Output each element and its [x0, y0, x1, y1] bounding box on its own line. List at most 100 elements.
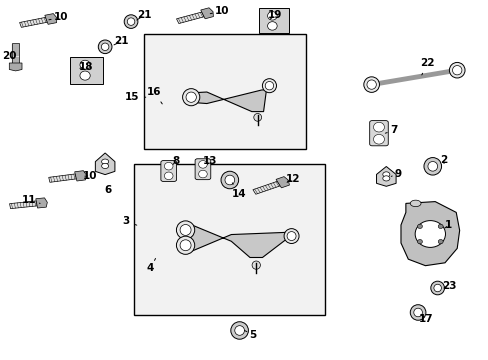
Ellipse shape [373, 134, 384, 144]
Ellipse shape [80, 60, 90, 69]
Ellipse shape [102, 163, 108, 168]
Polygon shape [9, 63, 22, 71]
Polygon shape [45, 14, 57, 24]
Text: 8: 8 [172, 156, 179, 166]
Ellipse shape [230, 322, 248, 339]
Polygon shape [12, 43, 19, 63]
Ellipse shape [409, 200, 420, 207]
Text: 17: 17 [418, 314, 433, 324]
Ellipse shape [437, 239, 442, 244]
Text: 2: 2 [440, 155, 447, 165]
Text: 11: 11 [22, 195, 40, 205]
Polygon shape [70, 57, 102, 84]
Ellipse shape [427, 162, 437, 171]
FancyBboxPatch shape [161, 161, 176, 181]
Polygon shape [191, 82, 273, 112]
Text: 14: 14 [232, 183, 246, 199]
Ellipse shape [264, 81, 273, 90]
Polygon shape [176, 12, 203, 23]
Ellipse shape [234, 326, 244, 335]
Polygon shape [259, 8, 288, 33]
Text: 3: 3 [122, 216, 137, 226]
Text: 6: 6 [104, 185, 111, 195]
Ellipse shape [284, 229, 299, 243]
Ellipse shape [366, 80, 376, 89]
Ellipse shape [176, 221, 194, 239]
Ellipse shape [252, 261, 260, 269]
Polygon shape [201, 8, 213, 19]
Bar [134, 164, 325, 315]
Text: 5: 5 [244, 330, 256, 340]
Polygon shape [252, 181, 280, 194]
Polygon shape [75, 171, 86, 181]
Ellipse shape [253, 113, 261, 121]
Text: 1: 1 [444, 220, 451, 230]
Text: 15: 15 [124, 92, 145, 102]
Ellipse shape [164, 172, 173, 180]
Ellipse shape [124, 15, 138, 28]
Ellipse shape [80, 71, 90, 80]
Ellipse shape [198, 161, 207, 168]
Ellipse shape [221, 171, 238, 189]
FancyBboxPatch shape [369, 121, 387, 146]
Ellipse shape [164, 162, 173, 170]
Polygon shape [36, 198, 47, 208]
Text: 10: 10 [210, 6, 229, 16]
Ellipse shape [98, 40, 112, 54]
Text: 22: 22 [420, 58, 434, 75]
Ellipse shape [286, 231, 295, 240]
Polygon shape [20, 17, 47, 27]
Ellipse shape [101, 43, 109, 50]
Ellipse shape [127, 18, 135, 25]
Polygon shape [276, 177, 289, 188]
Ellipse shape [382, 172, 389, 177]
Ellipse shape [382, 176, 389, 181]
Text: 16: 16 [146, 87, 162, 104]
Text: 19: 19 [267, 10, 282, 20]
Ellipse shape [433, 284, 441, 292]
Ellipse shape [182, 89, 200, 106]
Ellipse shape [413, 308, 422, 317]
Text: 7: 7 [385, 125, 397, 135]
Text: 9: 9 [390, 168, 401, 179]
Ellipse shape [430, 281, 444, 295]
Polygon shape [10, 201, 37, 209]
Bar [144, 34, 305, 149]
Text: 12: 12 [285, 174, 300, 184]
Text: 20: 20 [2, 51, 17, 61]
Ellipse shape [224, 175, 234, 185]
Ellipse shape [448, 62, 464, 78]
Ellipse shape [409, 305, 425, 320]
Ellipse shape [262, 79, 276, 93]
Text: 10: 10 [83, 171, 98, 181]
Text: 4: 4 [146, 258, 155, 273]
Ellipse shape [180, 240, 191, 251]
Ellipse shape [373, 122, 384, 132]
Text: 21: 21 [137, 10, 151, 20]
Text: 23: 23 [441, 281, 455, 291]
Text: 10: 10 [49, 12, 68, 22]
Ellipse shape [417, 239, 422, 244]
Ellipse shape [185, 92, 196, 102]
Ellipse shape [176, 236, 194, 254]
Ellipse shape [198, 170, 207, 178]
Text: 13: 13 [203, 156, 217, 166]
Ellipse shape [417, 224, 422, 229]
Ellipse shape [267, 12, 277, 20]
Ellipse shape [414, 221, 445, 247]
Ellipse shape [451, 66, 461, 75]
Text: 18: 18 [78, 62, 93, 72]
Polygon shape [376, 166, 395, 186]
Polygon shape [185, 223, 295, 257]
Ellipse shape [267, 22, 277, 30]
Ellipse shape [102, 159, 108, 164]
Polygon shape [49, 174, 76, 182]
Ellipse shape [180, 225, 191, 235]
FancyBboxPatch shape [195, 159, 210, 180]
Polygon shape [95, 153, 115, 175]
Ellipse shape [437, 224, 442, 229]
Polygon shape [400, 202, 459, 266]
Ellipse shape [363, 77, 379, 93]
Text: 21: 21 [114, 36, 128, 46]
Ellipse shape [423, 158, 441, 175]
